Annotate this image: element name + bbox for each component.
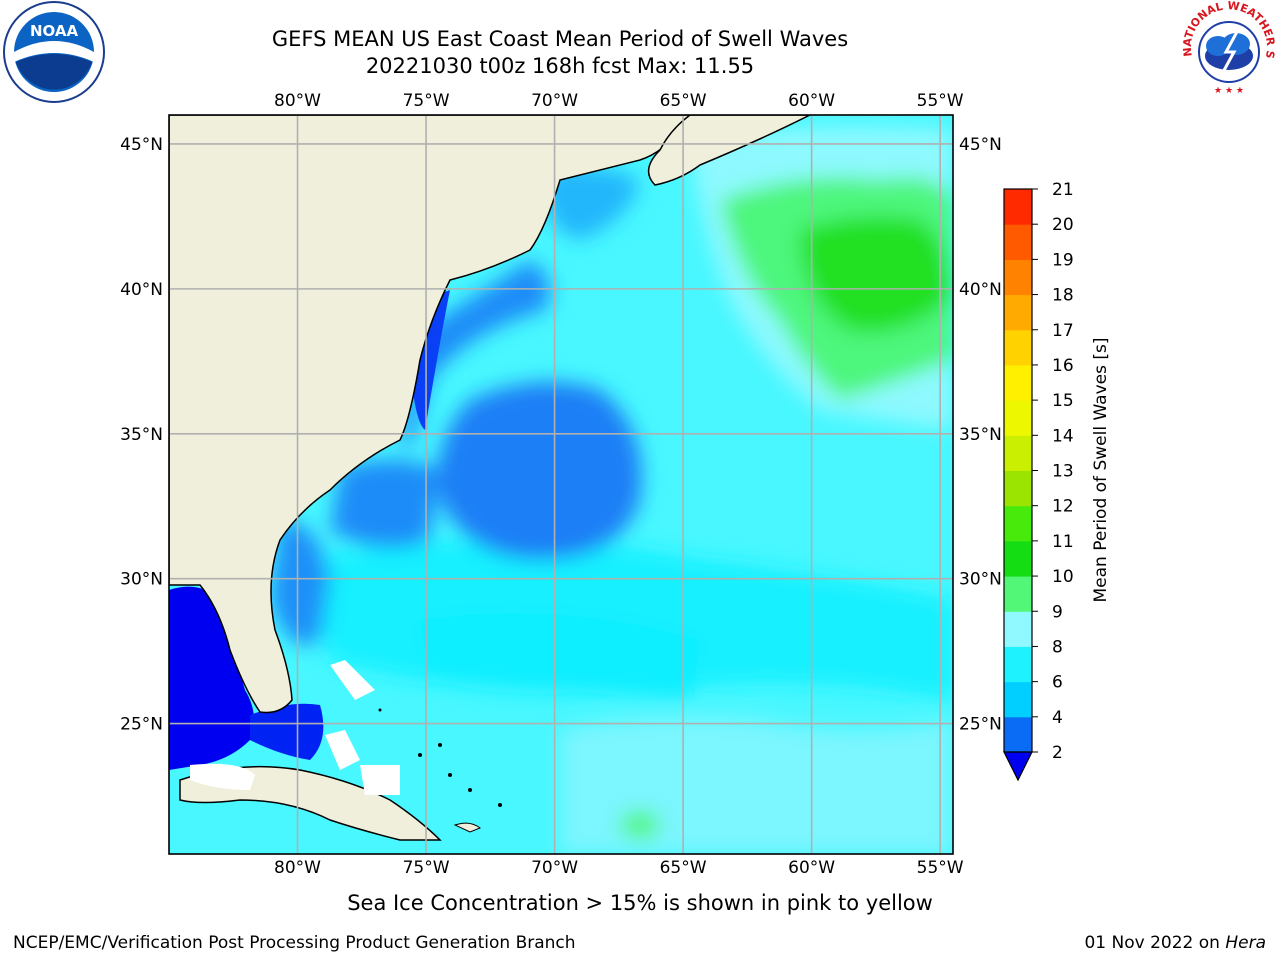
colorbar-segment bbox=[1004, 435, 1032, 471]
colorbar-tick-label: 8 bbox=[1052, 637, 1063, 657]
colorbar-tick-label: 12 bbox=[1052, 497, 1074, 517]
lat-label-right: 35°N bbox=[959, 425, 1002, 445]
lat-labels-left: 45°N 40°N 35°N 30°N 25°N bbox=[120, 135, 163, 735]
chart-subtitle: 20221030 t00z 168h fcst Max: 11.55 bbox=[365, 54, 755, 78]
north-america-land bbox=[169, 115, 691, 714]
colorbar-segment bbox=[1004, 329, 1032, 366]
lat-label-right: 45°N bbox=[959, 135, 1002, 155]
gridlines bbox=[169, 115, 953, 854]
lon-label-bottom: 65°W bbox=[660, 858, 707, 878]
colorbar-segment bbox=[1004, 646, 1032, 683]
colorbar-segment bbox=[1004, 224, 1032, 260]
lat-label-left: 25°N bbox=[120, 715, 163, 735]
colorbar-segment bbox=[1004, 259, 1032, 296]
nova-scotia-land bbox=[647, 115, 811, 186]
colorbar-tick-label: 19 bbox=[1052, 250, 1074, 270]
colorbar-segment bbox=[1004, 400, 1032, 436]
colorbar-tick-label: 18 bbox=[1052, 286, 1074, 306]
colorbar-tick-label: 20 bbox=[1052, 215, 1074, 235]
colorbar-tick-label: 4 bbox=[1052, 708, 1063, 728]
colorbar-extend bbox=[1003, 751, 1033, 782]
lat-label-right: 25°N bbox=[959, 715, 1002, 735]
colorbar-segment bbox=[1004, 470, 1032, 507]
chart-title: GEFS MEAN US East Coast Mean Period of S… bbox=[271, 27, 849, 51]
lon-label-bottom: 60°W bbox=[788, 858, 835, 878]
footer-credit: NCEP/EMC/Verification Post Processing Pr… bbox=[13, 933, 576, 953]
svg-text:★ ★ ★: ★ ★ ★ bbox=[1214, 86, 1244, 96]
colorbar-tick-label: 15 bbox=[1052, 391, 1074, 411]
colorbar-tick-label: 9 bbox=[1052, 602, 1063, 622]
colorbar-tick-label: 13 bbox=[1052, 462, 1074, 482]
lon-label-top: 60°W bbox=[788, 91, 835, 111]
lat-label-right: 40°N bbox=[959, 280, 1002, 300]
lon-label-bottom: 55°W bbox=[917, 858, 964, 878]
lon-label-top: 70°W bbox=[531, 91, 578, 111]
footer-machine: Hera bbox=[1225, 933, 1266, 953]
colorbar-tick-label: 11 bbox=[1052, 532, 1074, 552]
noaa-logo-icon: NOAA bbox=[3, 1, 105, 103]
colorbar-segment bbox=[1004, 505, 1032, 542]
colorbar-segment bbox=[1004, 611, 1032, 647]
lon-label-top: 65°W bbox=[660, 91, 707, 111]
sea-ice-caption: Sea Ice Concentration > 15% is shown in … bbox=[347, 891, 933, 915]
colorbar-tick-label: 10 bbox=[1052, 567, 1074, 587]
lon-labels-bottom: 80°W 75°W 70°W 65°W 60°W 55°W bbox=[274, 858, 964, 878]
colorbar: 2 4 6 8 9 10 11 12 13 14 15 16 17 18 19 20 21 bbox=[1003, 180, 1074, 782]
lon-label-bottom: 75°W bbox=[403, 858, 450, 878]
footer-date: 01 Nov 2022 on Hera bbox=[1084, 933, 1266, 953]
colorbar-segment bbox=[1004, 364, 1032, 401]
colorbar-segment bbox=[1004, 576, 1032, 612]
colorbar-segment bbox=[1004, 716, 1032, 753]
lat-label-left: 35°N bbox=[120, 425, 163, 445]
colorbar-tick-label: 14 bbox=[1052, 426, 1074, 446]
colorbar-tick-label: 17 bbox=[1052, 321, 1074, 341]
lat-label-right: 30°N bbox=[959, 570, 1002, 590]
colorbar-tick-label: 21 bbox=[1052, 180, 1074, 200]
lon-labels-top: 80°W 75°W 70°W 65°W 60°W 55°W bbox=[274, 91, 964, 111]
swell-period-field bbox=[169, 115, 953, 854]
noaa-logo-text: NOAA bbox=[30, 22, 79, 40]
colorbar-tick-label: 16 bbox=[1052, 356, 1074, 376]
lat-label-left: 30°N bbox=[120, 570, 163, 590]
colorbar-tick-label: 6 bbox=[1052, 673, 1063, 693]
map-frame bbox=[168, 114, 954, 855]
lon-label-bottom: 70°W bbox=[531, 858, 578, 878]
lat-labels-right: 45°N 40°N 35°N 30°N 25°N bbox=[959, 135, 1002, 735]
lon-label-bottom: 80°W bbox=[274, 858, 321, 878]
colorbar-title: Mean Period of Swell Waves [s] bbox=[1091, 338, 1111, 603]
colorbar-segment bbox=[1004, 189, 1032, 225]
lon-label-top: 75°W bbox=[403, 91, 450, 111]
colorbar-segment bbox=[1004, 681, 1032, 718]
nws-logo-icon: NATIONAL WEATHER SERVICE ★ ★ ★ bbox=[1178, 0, 1277, 96]
lon-label-top: 55°W bbox=[917, 91, 964, 111]
lat-label-left: 40°N bbox=[120, 280, 163, 300]
lon-label-top: 80°W bbox=[274, 91, 321, 111]
colorbar-tick-label: 2 bbox=[1052, 743, 1063, 763]
colorbar-segment bbox=[1004, 540, 1032, 577]
lat-label-left: 45°N bbox=[120, 135, 163, 155]
colorbar-segment bbox=[1004, 294, 1032, 331]
